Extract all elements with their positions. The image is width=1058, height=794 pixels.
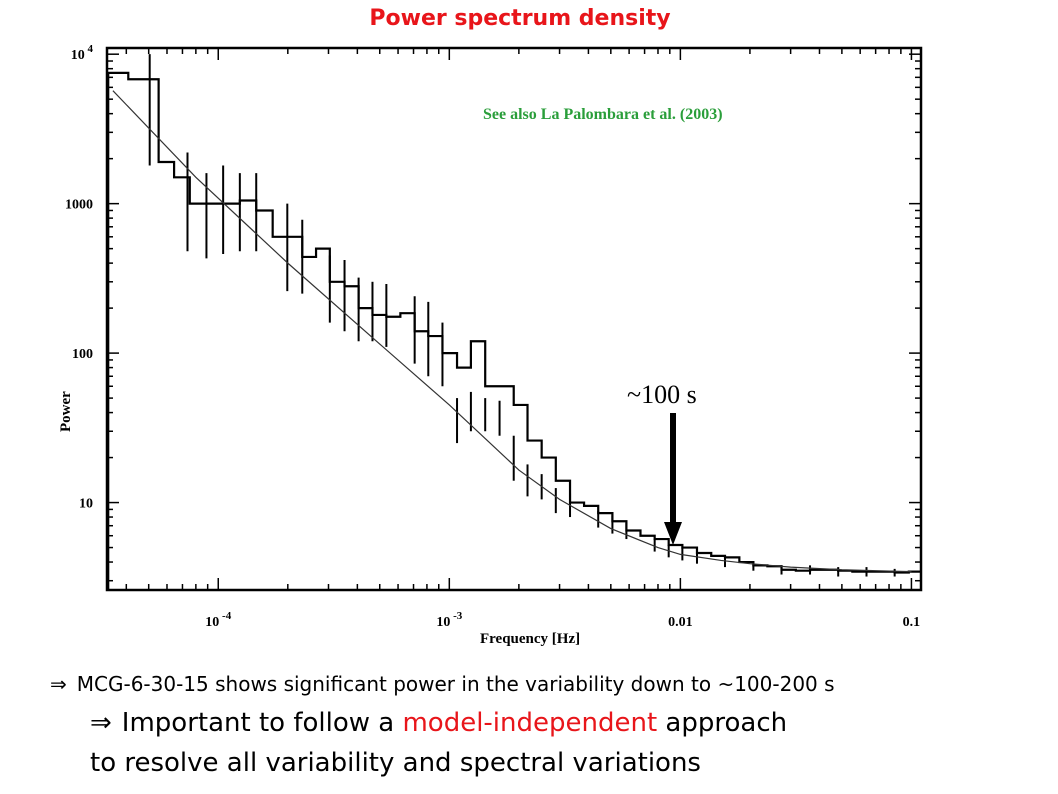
bullet-text-3: to resolve all variability and spectral … bbox=[90, 748, 701, 778]
bullet-line-1: ⇒ MCG-6-30-15 shows significant power in … bbox=[50, 672, 835, 696]
y-tick-label: 100 bbox=[72, 347, 93, 362]
bullet-text-1: MCG-6-30-15 shows significant power in t… bbox=[76, 672, 835, 696]
x-tick-label: 0.01 bbox=[668, 615, 693, 630]
error-bars bbox=[148, 54, 896, 577]
bullet-line-3: to resolve all variability and spectral … bbox=[90, 748, 701, 778]
tick-labels: 10 -4 10 -3 0.01 0.1 10 100 1000 10 4 bbox=[65, 43, 920, 630]
bullet-line-2: ⇒ Important to follow a model-independent… bbox=[90, 708, 787, 738]
timescale-arrow bbox=[664, 413, 682, 545]
series-model-fit bbox=[112, 90, 912, 573]
y-tick-label: 1000 bbox=[65, 198, 93, 213]
y-tick-label: 10 4 bbox=[71, 43, 94, 63]
timescale-annotation: ~100 s bbox=[627, 380, 697, 409]
x-axis-label: Frequency [Hz] bbox=[480, 631, 580, 647]
axis-ticks bbox=[107, 48, 921, 590]
reference-annotation: See also La Palombara et al. (2003) bbox=[483, 106, 723, 123]
bullet-text-2a: Important to follow a bbox=[121, 708, 403, 738]
series-group bbox=[107, 71, 921, 590]
implies-icon: ⇒ bbox=[50, 672, 67, 696]
x-tick-label: 0.1 bbox=[903, 615, 921, 630]
bullet-text-2b: approach bbox=[657, 708, 788, 738]
y-axis-label: Power bbox=[58, 391, 74, 432]
x-tick-label: 10 -3 bbox=[436, 610, 462, 630]
implies-icon: ⇒ bbox=[90, 708, 112, 738]
y-tick-label: 10 bbox=[79, 497, 93, 512]
page-title: Power spectrum density bbox=[369, 6, 671, 31]
series-step-histogram bbox=[107, 71, 921, 590]
arrow-head bbox=[664, 522, 682, 545]
plot-frame bbox=[105, 46, 923, 592]
x-tick-label: 10 -4 bbox=[205, 610, 231, 630]
bullet-highlight: model-independent bbox=[402, 708, 658, 738]
